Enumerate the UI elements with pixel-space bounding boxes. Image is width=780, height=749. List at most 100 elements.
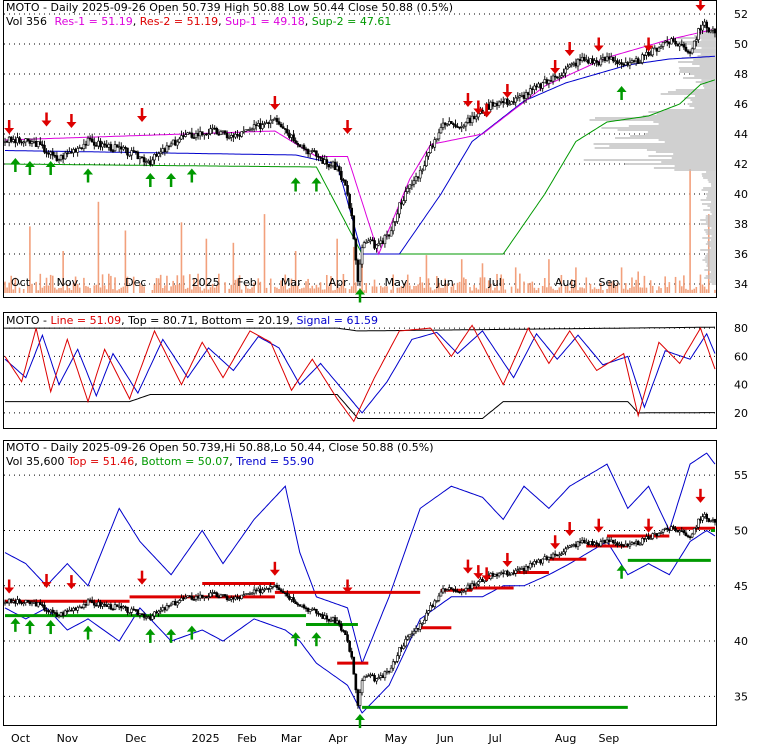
- price-candle-body: [697, 28, 700, 40]
- trend-candle-body: [333, 617, 337, 624]
- price-candle-body: [126, 147, 129, 156]
- price-candle-body: [180, 135, 183, 140]
- trend-lower-band: [4, 529, 716, 714]
- trend-candle-body: [364, 676, 368, 678]
- trend-candle-body: [14, 600, 17, 604]
- trend-candle-body: [553, 553, 557, 556]
- trend-candle-body: [618, 543, 621, 546]
- price-candle-body: [333, 161, 337, 171]
- trend-candle-body: [308, 609, 312, 612]
- trend-candle-body: [99, 601, 102, 607]
- price-candle-body: [713, 28, 717, 34]
- trend-candle-body: [429, 605, 432, 611]
- trend-candle-body: [493, 574, 497, 577]
- price-candle-body: [628, 62, 632, 66]
- price-candle-body: [570, 63, 574, 66]
- price-candle-body: [171, 139, 175, 145]
- price-candle-body: [306, 149, 310, 155]
- trend-support-resistance: [5, 526, 715, 709]
- price-x-tick-label: Jul: [487, 276, 501, 289]
- price-candle-body: [396, 213, 399, 222]
- sell-arrow-head: [564, 50, 575, 56]
- price-candle-body: [705, 21, 708, 29]
- price-candle-body: [57, 159, 61, 161]
- trend-candle-body: [576, 541, 580, 547]
- price-candle-body: [393, 221, 397, 223]
- price-candle-body: [391, 221, 395, 232]
- buy-arrow-head: [616, 86, 627, 92]
- oscillator-y-tick-label: 60: [734, 350, 748, 363]
- price-candle-body: [636, 58, 640, 64]
- price-candle-body: [682, 44, 686, 48]
- price-candle-body: [283, 128, 287, 130]
- price-candle-body: [495, 103, 499, 106]
- trend-candle-body: [400, 647, 403, 649]
- trend-candle-body: [499, 572, 503, 575]
- price-candle-body: [707, 27, 711, 33]
- price-candle-body: [526, 92, 530, 96]
- price-candle-body: [109, 144, 113, 151]
- trend-candle-body: [674, 528, 677, 531]
- price-x-tick-label: Aug: [555, 276, 576, 289]
- price-candle-body: [684, 46, 688, 52]
- trend-candle-body: [234, 596, 237, 600]
- price-candle-body: [188, 132, 192, 135]
- price-candle-body: [360, 247, 364, 265]
- price-candle-body: [420, 169, 424, 172]
- price-candle-body: [564, 68, 567, 74]
- sep-h: ,: [134, 455, 141, 468]
- price-candle-body: [497, 101, 501, 106]
- price-candle-body: [450, 121, 453, 124]
- trend-candle-body: [560, 553, 563, 556]
- price-candle-body: [271, 119, 275, 121]
- price-candle-body: [190, 132, 194, 138]
- price-candle-body: [165, 145, 169, 153]
- price-candle-body: [290, 134, 293, 138]
- price-candle-body: [653, 47, 657, 50]
- trend-candle-body: [603, 540, 607, 544]
- trend-candle-body: [686, 535, 690, 537]
- price-candle-body: [252, 124, 256, 130]
- price-candle-body: [518, 95, 522, 98]
- trend-candle-body: [630, 542, 634, 545]
- trend-buy-arrow-head: [45, 620, 56, 627]
- trend-candle-body: [61, 612, 65, 616]
- price-candle-body: [510, 101, 513, 105]
- trend-candle-body: [661, 528, 665, 533]
- price-candle-body: [454, 124, 457, 127]
- trend-candle-body: [68, 609, 71, 612]
- trend-candle-body: [497, 572, 501, 577]
- trend-candle-body: [246, 593, 250, 595]
- trend-candle-body: [454, 589, 457, 592]
- price-candles: [3, 18, 717, 287]
- price-candle-body: [304, 148, 308, 151]
- trend-candle-body: [192, 599, 196, 601]
- price-candle-body: [555, 76, 559, 79]
- trend-candle-body: [653, 533, 657, 535]
- price-candle-body: [234, 133, 237, 138]
- trend-candle-body: [516, 569, 520, 571]
- trend-candle-body: [26, 599, 30, 602]
- buy-arrow-head: [166, 173, 177, 179]
- price-candle-body: [657, 47, 661, 52]
- price-candle-body: [246, 129, 250, 131]
- buy-arrow-head: [355, 288, 365, 295]
- trend-candle-body: [119, 605, 123, 609]
- price-candle-body: [315, 150, 318, 157]
- price-indicator-lines: [4, 28, 716, 256]
- trend-candle-body: [526, 565, 530, 569]
- sell-arrow-head: [502, 92, 513, 98]
- price-candle-body: [155, 154, 158, 157]
- trend-candle-body: [381, 675, 385, 679]
- trend-candle-body: [194, 596, 198, 600]
- trend-x-tick-label: Aug: [555, 732, 576, 745]
- price-candle-body: [535, 85, 538, 88]
- price-candle-body: [144, 161, 148, 164]
- trend-buy-arrow-head: [311, 632, 322, 639]
- trend-buy-arrow-head: [186, 625, 197, 632]
- price-candle-body: [186, 132, 189, 135]
- trend-candle-body: [223, 594, 227, 597]
- trend-candle-body: [84, 604, 88, 606]
- trend-candle-body: [101, 603, 104, 607]
- trend-candle-body: [3, 601, 7, 604]
